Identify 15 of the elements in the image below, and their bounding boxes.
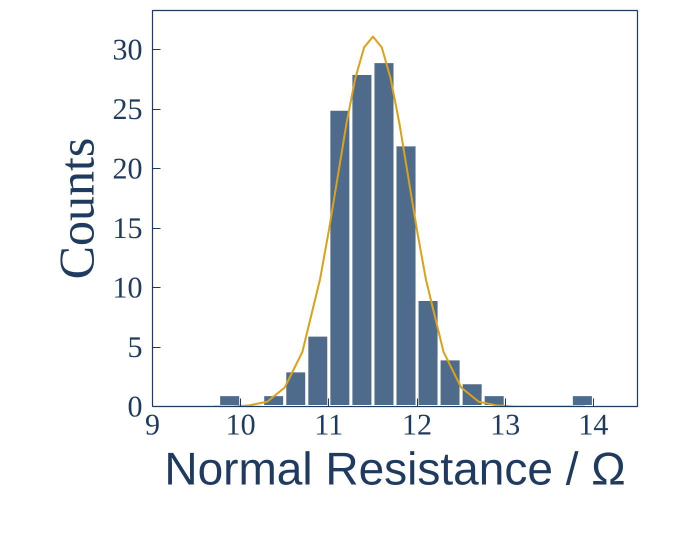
x-tick-label: 14 <box>578 408 608 442</box>
y-tick-label: 15 <box>112 212 142 246</box>
x-tick-label: 11 <box>314 408 344 442</box>
x-tick-label: 13 <box>490 408 520 442</box>
y-tick-label: 5 <box>128 331 142 364</box>
y-tick-label: 25 <box>112 93 142 126</box>
y-tick-label: 10 <box>112 272 142 305</box>
x-tick-label: 10 <box>226 408 256 442</box>
y-tick-label: 30 <box>112 34 142 67</box>
y-axis-title: Counts <box>48 138 104 280</box>
y-tick-label: 20 <box>112 152 142 186</box>
x-tick-label: 12 <box>402 408 432 442</box>
x-axis-title: Normal Resistance / Ω <box>164 442 626 494</box>
y-tick-label: 0 <box>128 390 142 424</box>
x-tick-label: 9 <box>145 408 160 442</box>
